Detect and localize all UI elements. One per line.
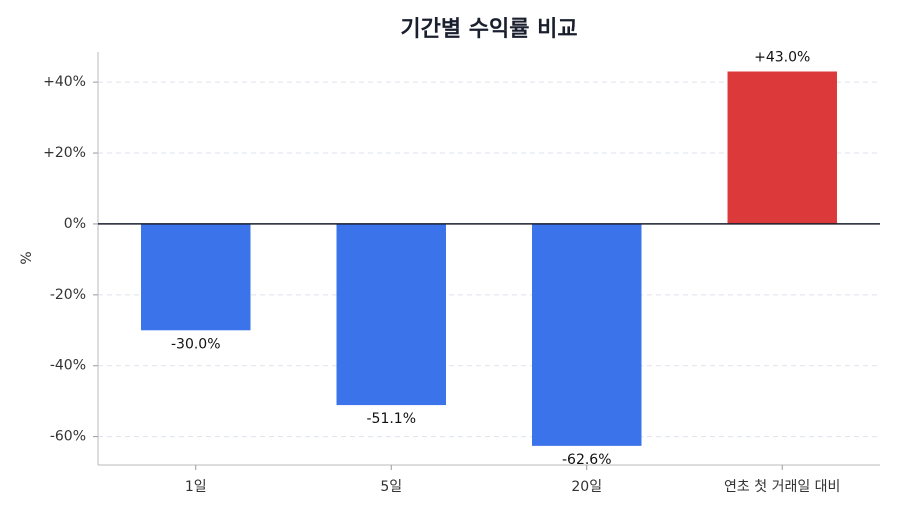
y-tick-label: -20% [50,287,86,303]
y-tick-label: +20% [43,145,86,161]
x-tick-label: 5일 [380,479,402,495]
x-tick-label: 1일 [185,479,207,495]
data-label: +43.0% [754,49,810,65]
chart-title: 기간별 수익률 비교 [400,17,577,42]
x-tick-label: 연초 첫 거래일 대비 [724,479,840,495]
y-tick-label: 0% [64,216,86,232]
data-label: -51.1% [366,411,416,427]
x-tick-label: 20일 [571,479,602,495]
bar [141,223,251,331]
y-axis-label: % [19,251,35,264]
y-tick-label: -60% [50,429,86,445]
y-tick-label: -40% [50,358,86,374]
data-label: -30.0% [171,336,221,352]
y-tick-label: +40% [43,74,86,90]
data-label: -62.6% [562,452,612,468]
bar [532,223,642,446]
bar [336,223,446,406]
bar [727,71,837,224]
